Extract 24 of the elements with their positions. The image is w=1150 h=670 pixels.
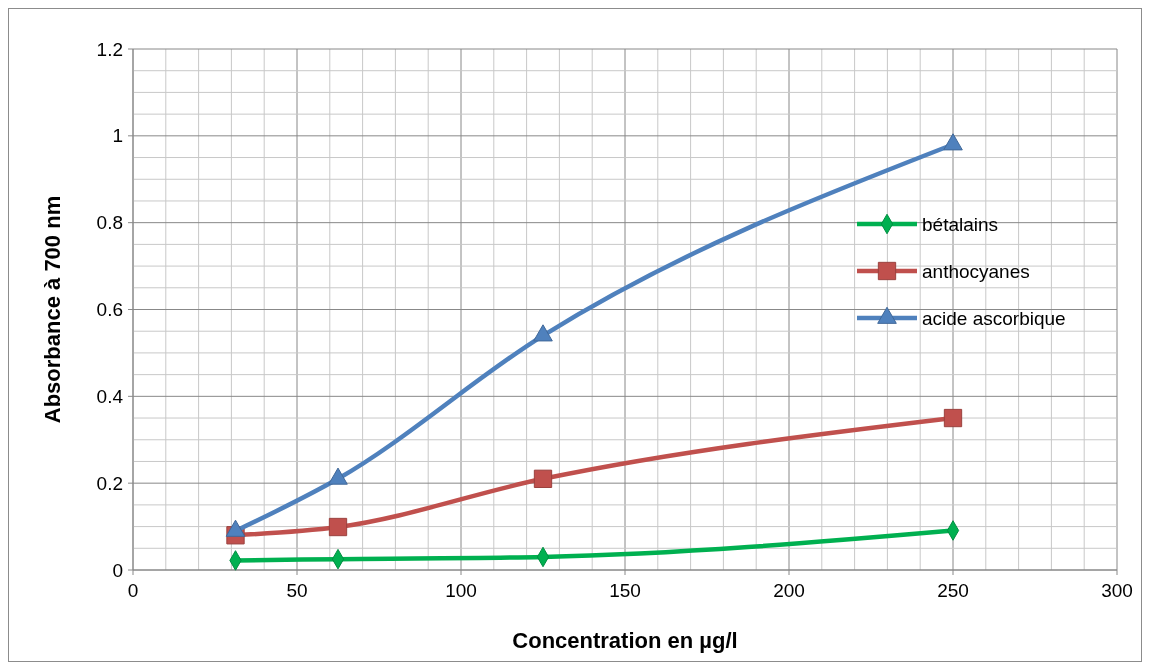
y-tick-label: 0.2 <box>96 472 123 494</box>
x-tick-label: 0 <box>127 580 139 601</box>
point <box>533 469 553 488</box>
point <box>943 408 963 428</box>
y-tick-label: 1.2 <box>96 38 123 60</box>
y-tick-label: 0.4 <box>96 385 124 407</box>
x-tick-label: 250 <box>937 580 969 601</box>
y-tick-label: 0.6 <box>96 299 123 321</box>
legend-label: acide ascorbique <box>922 307 1066 329</box>
x-axis-title: Concentration en µg/l <box>512 628 738 653</box>
x-tick-label: 100 <box>445 580 477 601</box>
y-tick-label: 1 <box>112 125 123 147</box>
x-tick-label: 150 <box>609 580 641 601</box>
legend-label: bétalains <box>922 213 999 235</box>
legend-label: anthocyanes <box>922 260 1030 282</box>
x-tick-label: 200 <box>773 580 805 601</box>
x-tick-label: 50 <box>286 580 308 601</box>
y-tick-label: 0 <box>112 559 123 581</box>
point <box>328 517 348 537</box>
point <box>533 324 553 342</box>
y-axis-title: Absorbance à 700 nm <box>40 195 65 424</box>
x-tick-label: 300 <box>1101 580 1133 601</box>
point <box>943 133 963 151</box>
y-tick-label: 0.8 <box>96 212 123 234</box>
